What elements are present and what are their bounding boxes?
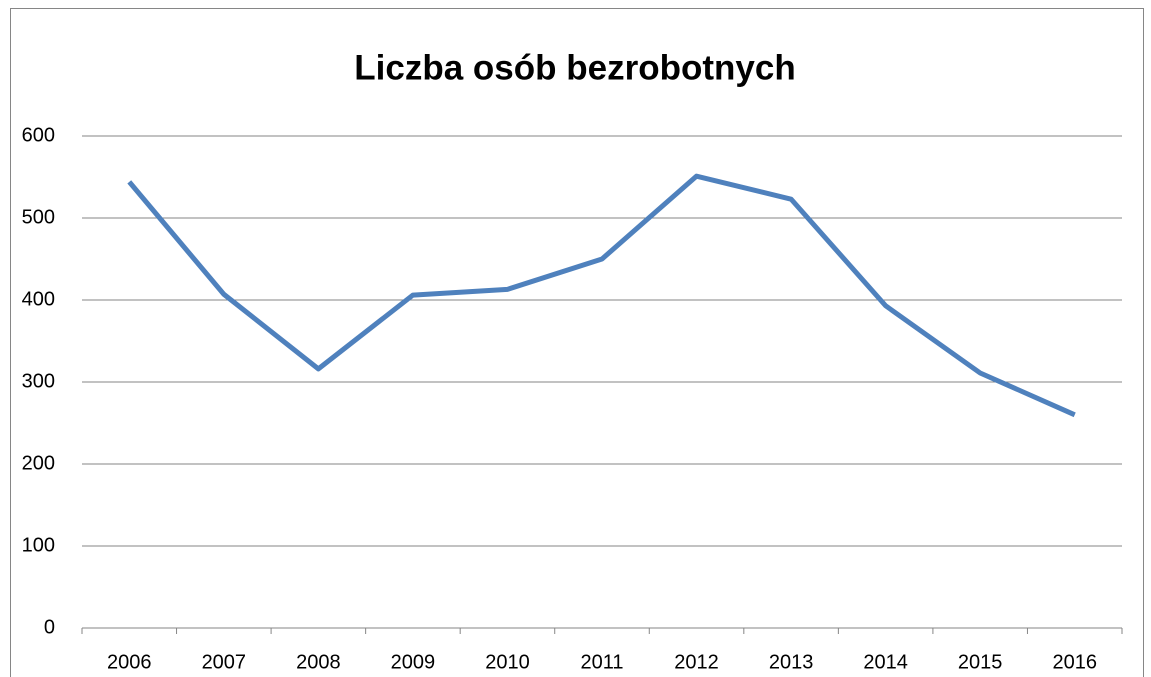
data-line: [127, 173, 1076, 418]
y-tick-label: 300: [22, 370, 55, 392]
x-tick-label: 2007: [202, 651, 247, 673]
y-tick-label: 0: [44, 616, 55, 638]
x-tick-label: 2015: [958, 651, 1003, 673]
x-tick-label: 2013: [769, 651, 814, 673]
x-tick-label: 2008: [296, 651, 341, 673]
chart-title: Liczba osób bezrobotnych: [354, 48, 795, 87]
x-tick-label: 2010: [485, 651, 530, 673]
y-tick-label: 500: [22, 206, 55, 228]
y-tick-label: 600: [22, 124, 55, 146]
y-tick-label: 100: [22, 534, 55, 556]
x-tick-label: 2006: [107, 651, 152, 673]
x-tick-label: 2012: [674, 651, 719, 673]
chart-frame: [10, 8, 1144, 677]
x-tick-label: 2009: [391, 651, 436, 673]
x-tick-label: 2011: [580, 651, 623, 673]
x-tick-label: 2016: [1052, 651, 1097, 673]
y-tick-label: 400: [22, 288, 55, 310]
x-tick-label: 2014: [863, 651, 908, 673]
y-tick-label: 200: [22, 452, 55, 474]
